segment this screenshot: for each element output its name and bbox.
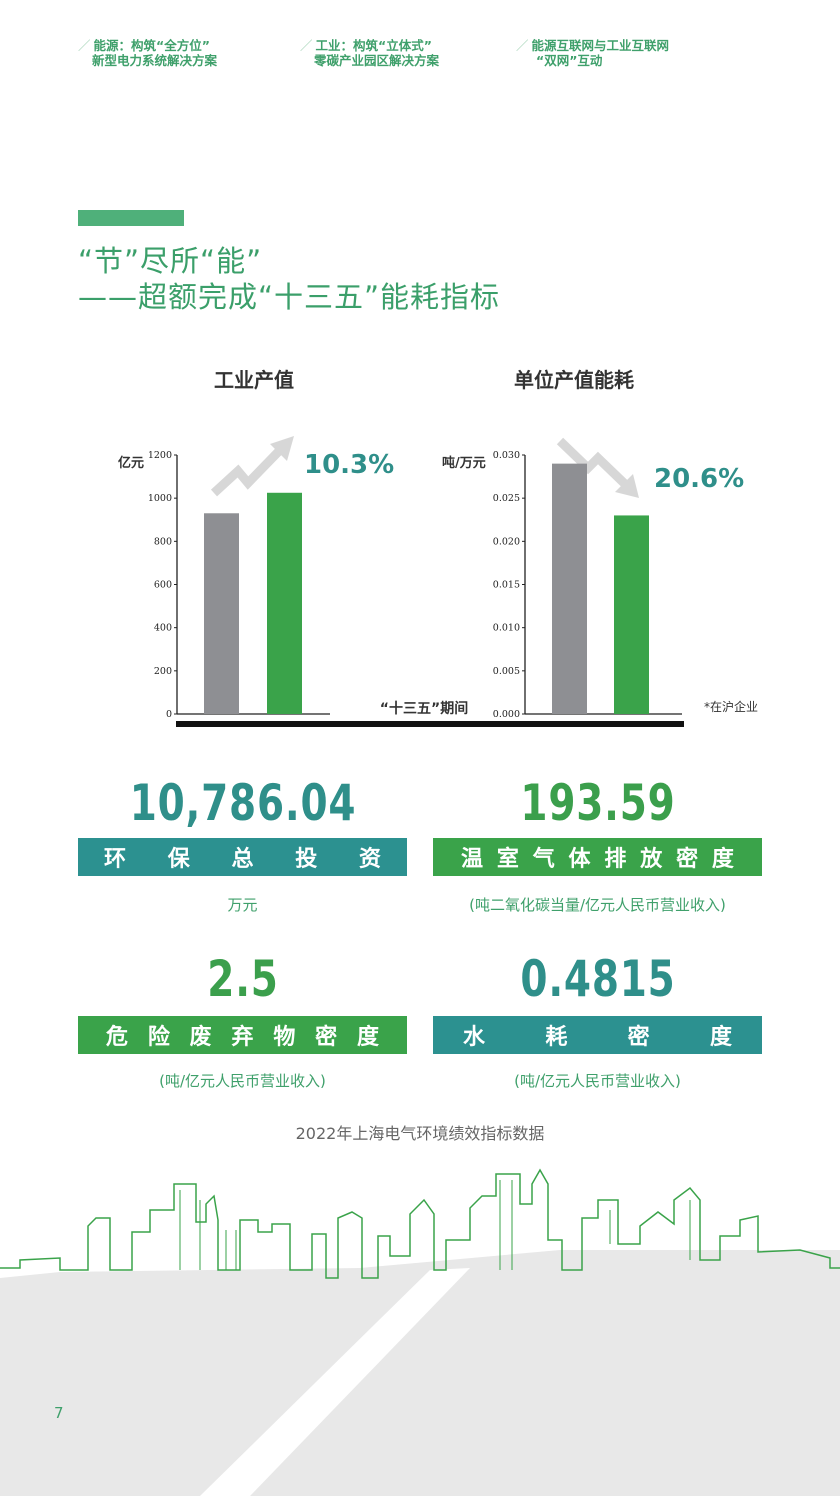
x-axis-label: “十三五”期间 (380, 700, 468, 717)
chart2-annotation: 20.6% (654, 464, 745, 494)
chart1-ylabel: 亿元 (118, 456, 145, 471)
chart2-plot: 0.000 0.005 0.010 0.015 0.020 0.025 0.030 (493, 450, 682, 720)
bar-previous (204, 513, 239, 714)
skyline-illustration (0, 1168, 840, 1496)
metric-label-char: 密 (676, 847, 699, 872)
metric-label-char: 投 (295, 847, 318, 872)
chart1-title: 工业产值 (214, 368, 294, 392)
y-tick-label: 1200 (148, 450, 172, 461)
metric-label-char: 温 (461, 847, 484, 872)
metric-label-char: 废 (189, 1025, 212, 1050)
metric-label-char: 体 (568, 847, 591, 872)
metric-label-char: 排 (604, 847, 627, 872)
page-number: 7 (54, 1404, 64, 1422)
nav-item-energy[interactable]: ／能源：构筑“全方位” 新型电力系统解决方案 (78, 38, 217, 68)
metric-unit-ghg-density: (吨二氧化碳当量/亿元人民币营业收入) (469, 896, 726, 914)
chart2-ylabel: 吨/万元 (442, 456, 486, 471)
y-tick-label: 600 (154, 580, 172, 591)
metric-label-char: 险 (147, 1025, 170, 1050)
metric-label-char: 气 (532, 847, 555, 872)
metric-label-hazardous-waste: 危险废弃物密度 (78, 1016, 407, 1054)
heading-accent-bar (78, 210, 184, 226)
y-tick-label: 0.000 (493, 709, 520, 720)
y-tick-label: 800 (154, 536, 172, 547)
metric-label-char: 室 (496, 847, 519, 872)
nav-line2: 零碳产业园区解决方案 (314, 53, 440, 68)
metric-label-char: 弃 (231, 1025, 254, 1050)
chart1-plot: 0 200 400 600 800 1000 1200 (148, 450, 330, 720)
metric-value-water-density: 0.4815 (520, 950, 676, 1008)
nav-line2: 新型电力系统解决方案 (92, 53, 218, 68)
y-tick-label: 1000 (148, 493, 172, 504)
bar-current (267, 492, 302, 714)
metric-label-char: 水 (463, 1025, 486, 1050)
slash-icon: ／ (300, 38, 313, 53)
metric-label-char: 危 (106, 1025, 129, 1050)
metric-label-char: 放 (640, 847, 663, 872)
slash-icon: ／ (78, 38, 91, 53)
y-tick-label: 0.010 (493, 623, 520, 634)
y-tick-label: 0.025 (493, 493, 520, 504)
heading-line2: ——超额完成“十三五”能耗指标 (78, 280, 501, 314)
metric-label-char: 度 (711, 847, 734, 872)
metric-unit-hazardous-waste: (吨/亿元人民币营业收入) (159, 1072, 326, 1090)
metric-label-char: 度 (356, 1025, 379, 1050)
trend-up-arrow-icon (210, 436, 294, 497)
bar-current (614, 515, 649, 714)
metric-unit-env-investment: 万元 (227, 896, 258, 914)
metric-label-char: 保 (167, 847, 190, 872)
metric-label-char: 物 (273, 1025, 296, 1050)
slash-icon: ／ (516, 38, 529, 53)
chart-baseline (176, 721, 684, 727)
metric-unit-water-density: (吨/亿元人民币营业收入) (514, 1072, 681, 1090)
nav-item-dual-network[interactable]: ／能源互联网与工业互联网 “双网”互动 (516, 38, 669, 68)
footnote: *在沪企业 (704, 699, 758, 714)
metric-label-char: 总 (231, 847, 254, 872)
nav-line1: 能源：构筑“全方位” (93, 38, 210, 53)
bar-previous (552, 463, 587, 714)
metric-label-char: 度 (709, 1025, 732, 1050)
metric-label-env-investment: 环保总投资 (78, 838, 407, 876)
chart1-annotation: 10.3% (304, 450, 395, 480)
y-tick-label: 0.030 (493, 450, 520, 461)
trend-down-arrow-icon (556, 437, 639, 498)
nav-item-industry[interactable]: ／工业：构筑“立体式” 零碳产业园区解决方案 (300, 38, 439, 68)
metric-value-hazardous-waste: 2.5 (207, 950, 279, 1008)
chart2-title: 单位产值能耗 (514, 368, 634, 392)
heading-line1: “节”尽所“能” (78, 244, 263, 278)
y-tick-label: 200 (154, 666, 172, 677)
metric-value-env-investment: 10,786.04 (129, 774, 357, 832)
page-caption: 2022年上海电气环境绩效指标数据 (295, 1124, 545, 1143)
metric-label-char: 密 (627, 1025, 650, 1050)
metric-label-water-density: 水耗密度 (433, 1016, 762, 1054)
metric-label-char: 环 (104, 847, 127, 872)
nav-line1: 工业：构筑“立体式” (315, 38, 432, 53)
metric-label-char: 密 (315, 1025, 338, 1050)
nav-line1: 能源互联网与工业互联网 (531, 38, 670, 53)
metric-label-ghg-density: 温室气体排放密度 (433, 838, 762, 876)
y-tick-label: 0.005 (493, 666, 520, 677)
y-tick-label: 0.015 (493, 580, 520, 591)
y-tick-label: 0.020 (493, 536, 520, 547)
metric-label-char: 耗 (545, 1025, 568, 1050)
y-tick-label: 0 (166, 709, 172, 720)
metric-label-char: 资 (358, 847, 381, 872)
metric-value-ghg-density: 193.59 (520, 774, 676, 832)
nav-line2: “双网”互动 (536, 53, 603, 68)
y-tick-label: 400 (154, 623, 172, 634)
